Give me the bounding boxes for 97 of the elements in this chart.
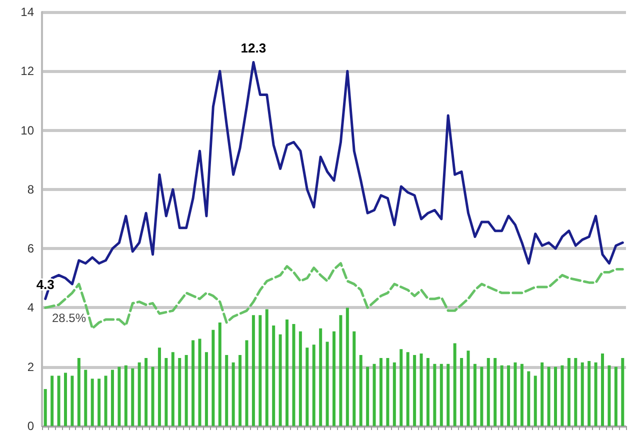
bar bbox=[420, 354, 423, 426]
data-label: 12.3 bbox=[240, 40, 266, 56]
bar bbox=[272, 325, 276, 426]
bar bbox=[601, 354, 604, 426]
bar bbox=[245, 340, 248, 426]
bar bbox=[306, 348, 309, 426]
bar bbox=[608, 365, 611, 426]
y-tick-label: 6 bbox=[27, 242, 34, 256]
bar bbox=[453, 343, 456, 426]
bar bbox=[560, 365, 564, 426]
bar bbox=[64, 372, 67, 426]
bar bbox=[359, 355, 362, 426]
y-tick-label: 8 bbox=[27, 182, 34, 196]
bar bbox=[594, 362, 598, 426]
bar bbox=[178, 358, 182, 426]
bar bbox=[339, 315, 342, 426]
bar bbox=[212, 330, 215, 426]
bar bbox=[252, 315, 255, 426]
y-tick-label: 2 bbox=[27, 360, 34, 374]
bar bbox=[567, 358, 570, 426]
bar bbox=[225, 355, 228, 426]
bar bbox=[84, 370, 88, 426]
bar bbox=[144, 358, 148, 426]
bar bbox=[138, 362, 141, 426]
bar bbox=[554, 366, 558, 426]
bar bbox=[494, 358, 497, 426]
bar bbox=[298, 331, 302, 426]
bar bbox=[98, 378, 101, 426]
bar bbox=[480, 366, 484, 426]
bar bbox=[433, 364, 436, 426]
bar bbox=[70, 376, 74, 426]
bar bbox=[171, 352, 174, 426]
bar bbox=[238, 355, 242, 426]
bar bbox=[446, 364, 450, 426]
bar bbox=[466, 350, 470, 426]
bar bbox=[184, 355, 188, 426]
bar bbox=[265, 309, 268, 426]
bar bbox=[500, 365, 504, 426]
bar bbox=[90, 378, 94, 426]
bar bbox=[473, 364, 476, 426]
y-tick-label: 14 bbox=[20, 5, 34, 19]
bar bbox=[292, 324, 296, 426]
bar bbox=[400, 349, 403, 426]
y-tick-label: 10 bbox=[20, 123, 34, 138]
annotation: 28.5% bbox=[52, 311, 86, 325]
bar bbox=[198, 338, 202, 426]
bar bbox=[158, 348, 161, 426]
bar bbox=[57, 376, 60, 426]
bar bbox=[547, 366, 550, 426]
bar bbox=[372, 364, 376, 426]
bar bbox=[319, 328, 322, 426]
bar bbox=[540, 362, 544, 426]
bar bbox=[379, 358, 382, 426]
bar bbox=[192, 340, 195, 426]
bar bbox=[614, 366, 618, 426]
bar bbox=[104, 376, 108, 426]
bar bbox=[352, 331, 356, 426]
bar bbox=[406, 352, 410, 426]
bar bbox=[44, 389, 47, 426]
bar bbox=[527, 371, 530, 426]
bar bbox=[413, 355, 416, 426]
bar bbox=[258, 315, 262, 426]
bar bbox=[366, 366, 370, 426]
bar bbox=[534, 376, 537, 426]
bar bbox=[588, 360, 591, 426]
bar bbox=[426, 358, 430, 426]
y-tick-label: 0 bbox=[27, 419, 34, 432]
bar bbox=[507, 365, 510, 426]
bar bbox=[580, 362, 584, 426]
bar bbox=[486, 358, 490, 426]
bar bbox=[520, 364, 524, 426]
bar bbox=[392, 362, 396, 426]
bar bbox=[326, 342, 329, 426]
bar bbox=[332, 331, 336, 426]
bar bbox=[50, 376, 54, 426]
bar bbox=[312, 344, 316, 426]
bar bbox=[124, 365, 128, 426]
bar bbox=[278, 334, 282, 426]
y-tick-label: 12 bbox=[20, 64, 34, 78]
bar bbox=[232, 362, 235, 426]
bar bbox=[77, 358, 80, 426]
bar bbox=[218, 322, 222, 426]
y-tick-label: 4 bbox=[27, 300, 34, 315]
bar bbox=[621, 358, 624, 426]
bar bbox=[204, 352, 208, 426]
bar bbox=[131, 368, 134, 426]
bar bbox=[386, 358, 390, 426]
bar bbox=[440, 364, 443, 426]
bar bbox=[164, 358, 168, 426]
bar bbox=[574, 358, 578, 426]
bar bbox=[286, 320, 289, 426]
bar bbox=[118, 366, 121, 426]
bar bbox=[110, 370, 114, 426]
bar bbox=[460, 358, 464, 426]
bar bbox=[514, 362, 517, 426]
bar bbox=[151, 366, 154, 426]
bar bbox=[346, 308, 349, 426]
